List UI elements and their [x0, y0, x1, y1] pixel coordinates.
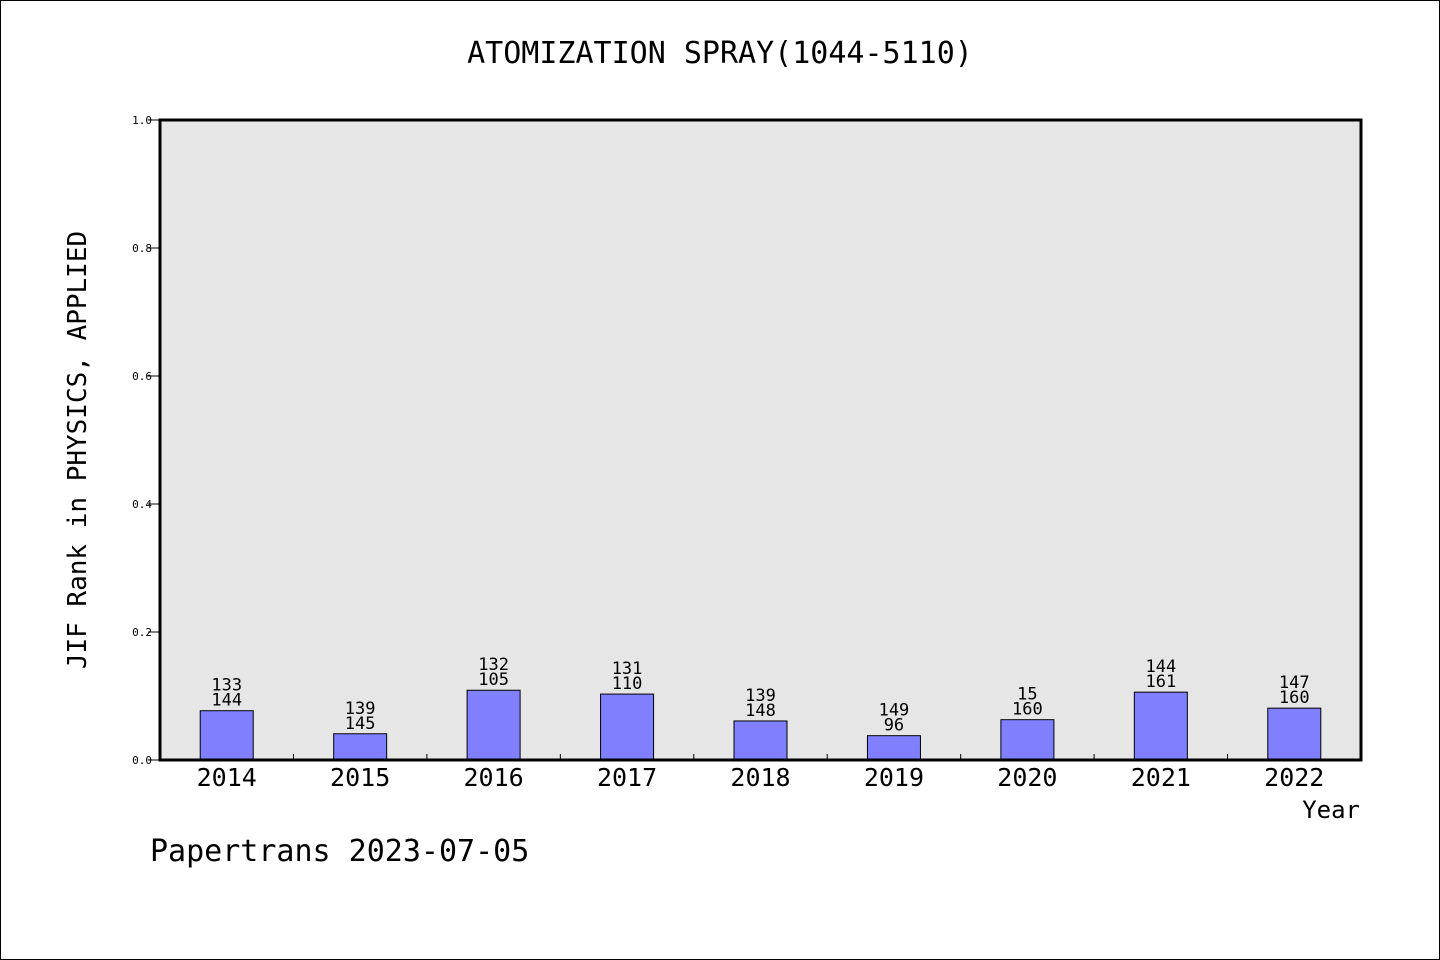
bar-label-bottom: 161: [1145, 672, 1176, 692]
bar-2021: [1133, 691, 1188, 761]
bar-2022: [1267, 707, 1322, 761]
x-tick-label: 2019: [864, 763, 924, 792]
x-axis: 2014 2015 2016 2017 2018 2019 2020 2021 2022: [197, 754, 1324, 792]
bar-2015: [333, 733, 388, 761]
bar-label-top: 131: [612, 659, 643, 679]
bar-label-top: 139: [345, 699, 376, 719]
chart-title: ATOMIZATION SPRAY(1044-5110): [467, 36, 973, 71]
bar-label-bottom: 105: [478, 670, 509, 690]
bar-2020: [1000, 719, 1055, 761]
x-axis-label: Year: [1302, 796, 1360, 824]
bar-label-top: 132: [478, 655, 509, 675]
y-tick-label: 1.0: [132, 114, 152, 127]
bar-label-bottom: 110: [612, 674, 643, 694]
bar-2014: [199, 710, 254, 761]
y-tick-label: 0.8: [132, 242, 152, 255]
bar-label-bottom: 96: [884, 716, 904, 736]
bar-label-top: 15: [1017, 685, 1037, 705]
bar-label-top: 133: [211, 676, 242, 696]
x-tick-label: 2018: [730, 763, 790, 792]
y-tick-label: 0.4: [132, 498, 152, 511]
y-tick-label: 0.2: [132, 626, 152, 639]
bar-label-bottom: 144: [211, 691, 242, 711]
y-axis: 0.0 0.2 0.4 0.6 0.8 1.0: [132, 114, 160, 767]
bars-layer: [199, 689, 1322, 761]
bar-2018: [733, 720, 788, 761]
bar-label-bottom: 148: [745, 701, 776, 721]
bar-label-bottom: 160: [1012, 700, 1043, 720]
x-tick-label: 2017: [597, 763, 657, 792]
y-tick-label: 0.6: [132, 370, 152, 383]
footer-credit: Papertrans 2023-07-05: [150, 834, 530, 869]
x-tick-label: 2016: [464, 763, 524, 792]
bar-2016: [466, 689, 521, 761]
x-tick-label: 2022: [1264, 763, 1324, 792]
bar-label-top: 149: [879, 701, 910, 721]
bar-label-top: 144: [1145, 657, 1176, 677]
x-tick-label: 2015: [330, 763, 390, 792]
x-tick-label: 2020: [997, 763, 1057, 792]
x-tick-label: 2021: [1131, 763, 1191, 792]
bar-2017: [600, 693, 655, 761]
bar-label-top: 147: [1279, 673, 1310, 693]
bar-label-top: 139: [745, 686, 776, 706]
plot-area: [160, 120, 1361, 760]
y-tick-label: 0.0: [132, 754, 152, 767]
plot-border: [158, 118, 1363, 762]
bar-2019: [866, 735, 921, 761]
bar-label-bottom: 145: [345, 714, 376, 734]
x-tick-label: 2014: [197, 763, 257, 792]
bar-label-bottom: 160: [1279, 688, 1310, 708]
